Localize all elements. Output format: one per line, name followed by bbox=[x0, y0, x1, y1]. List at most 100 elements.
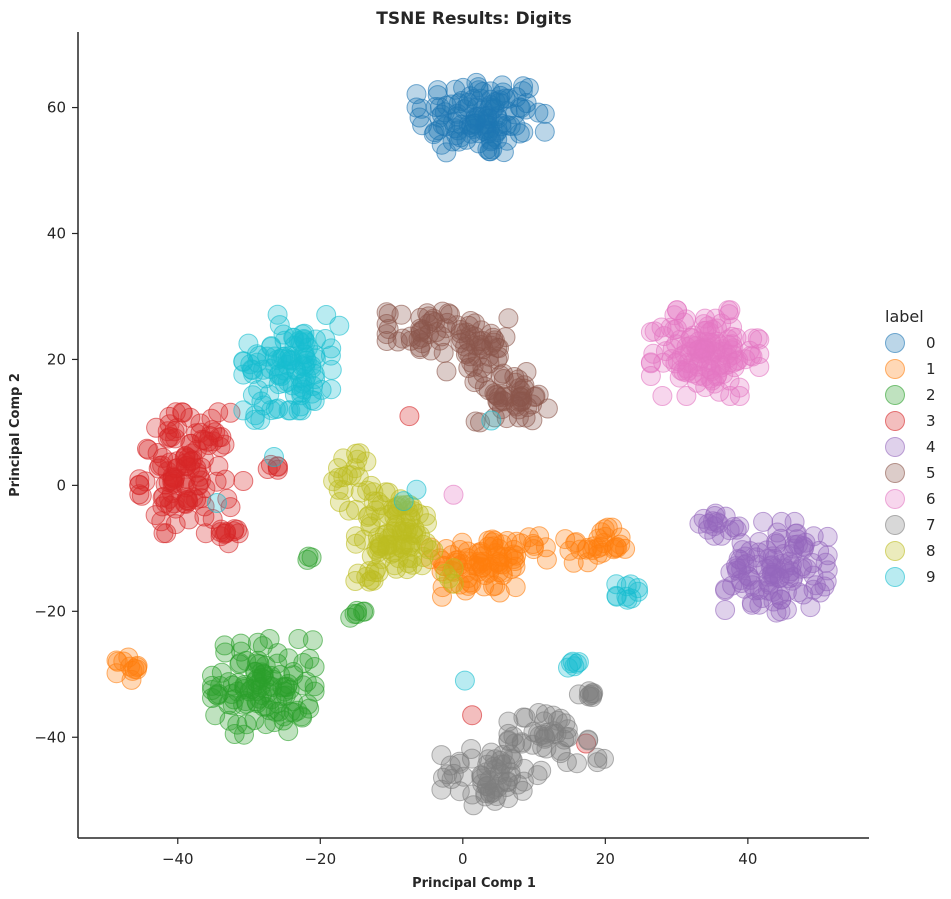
x-tick-label: 40 bbox=[738, 850, 757, 868]
data-point bbox=[267, 643, 288, 664]
data-point bbox=[463, 795, 484, 816]
data-point bbox=[345, 526, 366, 547]
data-point bbox=[535, 704, 556, 725]
y-tick-label: −40 bbox=[34, 728, 66, 746]
y-tick-label: −20 bbox=[34, 602, 66, 620]
series-7 bbox=[431, 681, 614, 816]
data-point bbox=[406, 97, 427, 118]
data-point bbox=[742, 575, 763, 596]
data-point bbox=[220, 402, 241, 423]
legend-marker bbox=[885, 385, 905, 405]
data-point bbox=[753, 511, 774, 532]
data-point bbox=[269, 315, 290, 336]
data-point bbox=[149, 455, 170, 476]
data-point bbox=[814, 576, 835, 597]
data-point bbox=[261, 689, 282, 710]
data-point bbox=[413, 547, 434, 567]
data-point bbox=[404, 518, 425, 539]
data-point bbox=[513, 707, 534, 728]
data-point bbox=[516, 362, 537, 382]
data-point bbox=[695, 308, 715, 329]
data-point bbox=[386, 558, 407, 579]
data-point bbox=[484, 407, 505, 428]
data-point bbox=[475, 565, 495, 586]
legend-item-0: 0 bbox=[885, 333, 936, 353]
data-point bbox=[455, 580, 476, 601]
data-point bbox=[210, 522, 231, 543]
data-point bbox=[316, 305, 337, 325]
data-point bbox=[137, 438, 157, 459]
data-point bbox=[503, 544, 524, 565]
data-point bbox=[795, 532, 816, 553]
legend-title: label bbox=[885, 307, 924, 326]
data-point bbox=[534, 103, 555, 124]
data-point bbox=[653, 352, 674, 373]
data-point bbox=[452, 532, 473, 553]
legend-label: 7 bbox=[926, 516, 936, 534]
data-point bbox=[445, 118, 466, 139]
data-point bbox=[217, 488, 238, 509]
chart-title: TSNE Results: Digits bbox=[376, 9, 571, 29]
data-point bbox=[715, 579, 736, 600]
data-point bbox=[179, 509, 199, 530]
data-point bbox=[417, 513, 437, 534]
data-point bbox=[246, 691, 267, 712]
data-point bbox=[676, 386, 697, 406]
legend-marker bbox=[885, 333, 905, 353]
data-point bbox=[671, 360, 692, 381]
data-point bbox=[194, 506, 215, 527]
data-point bbox=[288, 629, 309, 649]
data-point bbox=[248, 650, 269, 671]
x-axis-label: Principal Comp 1 bbox=[412, 876, 536, 891]
legend-marker bbox=[885, 541, 905, 561]
data-point bbox=[214, 434, 235, 455]
data-point bbox=[667, 319, 687, 339]
data-point bbox=[261, 336, 282, 357]
data-point bbox=[775, 558, 795, 579]
data-point bbox=[705, 503, 726, 524]
data-point bbox=[337, 465, 358, 486]
data-point bbox=[577, 552, 598, 573]
data-point bbox=[719, 370, 740, 391]
data-point bbox=[248, 380, 269, 400]
data-point bbox=[693, 508, 714, 529]
data-point bbox=[311, 379, 332, 400]
data-point bbox=[368, 562, 389, 583]
data-point bbox=[207, 493, 227, 513]
data-point bbox=[537, 398, 558, 419]
series-2 bbox=[202, 546, 375, 745]
data-point bbox=[376, 314, 397, 334]
legend-marker bbox=[885, 567, 905, 587]
data-point bbox=[697, 519, 718, 540]
data-point bbox=[445, 79, 466, 100]
data-point bbox=[278, 721, 299, 742]
y-tick-label: 0 bbox=[56, 476, 66, 494]
data-point bbox=[340, 607, 361, 628]
legend-label: 2 bbox=[926, 386, 936, 404]
data-point bbox=[493, 386, 514, 407]
data-point bbox=[731, 533, 752, 554]
data-point bbox=[515, 99, 536, 120]
data-point bbox=[449, 751, 470, 772]
data-point bbox=[610, 534, 631, 555]
data-point bbox=[278, 648, 299, 669]
data-point bbox=[267, 304, 288, 325]
data-point bbox=[726, 519, 747, 540]
data-point bbox=[267, 653, 288, 674]
data-point bbox=[522, 410, 543, 431]
data-point bbox=[328, 479, 349, 500]
data-point bbox=[567, 753, 587, 774]
series-6 bbox=[443, 300, 770, 505]
data-point bbox=[563, 552, 584, 573]
data-point bbox=[120, 656, 141, 677]
data-point bbox=[172, 402, 193, 423]
data-point bbox=[412, 115, 433, 136]
data-point bbox=[292, 324, 313, 345]
data-point bbox=[450, 332, 471, 353]
data-point bbox=[529, 526, 550, 547]
data-point bbox=[202, 509, 223, 529]
data-point bbox=[242, 360, 263, 381]
data-point bbox=[490, 762, 510, 783]
data-point bbox=[578, 729, 599, 750]
y-ticks: −40 −20 0 20 40 60 bbox=[34, 99, 78, 746]
